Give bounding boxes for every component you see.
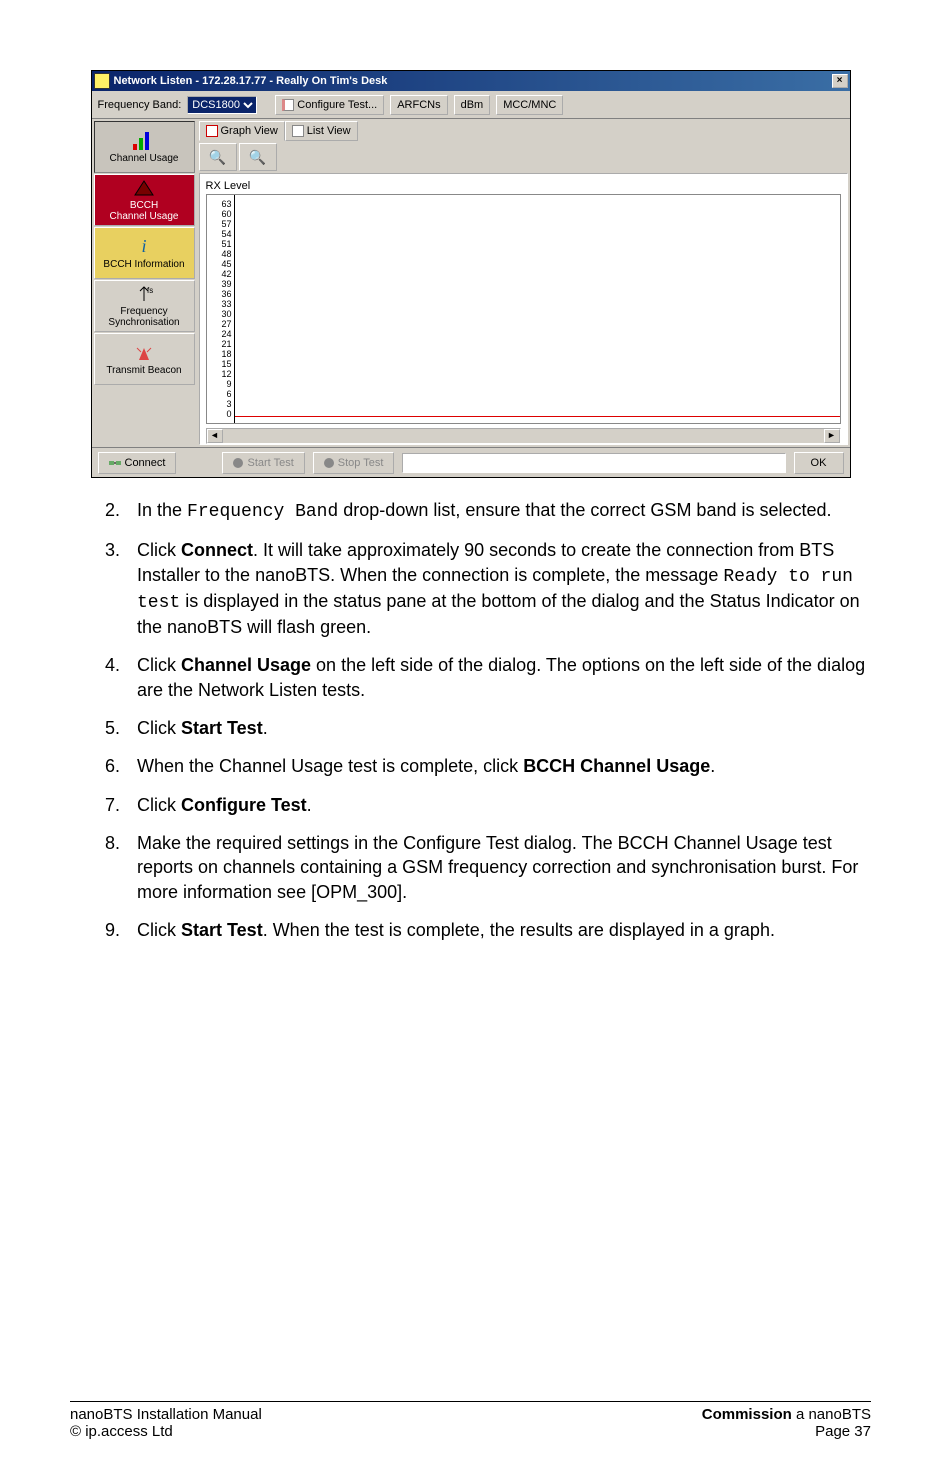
- toolbar: Frequency Band: DCS1800 Configure Test..…: [92, 91, 850, 119]
- graph-title: RX Level: [206, 180, 841, 192]
- zoom-in-button[interactable]: 🔍: [199, 143, 237, 171]
- bcch-usage-icon: [132, 178, 156, 198]
- y-tick: 18: [207, 349, 232, 359]
- scroll-right-icon[interactable]: ►: [824, 429, 840, 443]
- y-tick: 21: [207, 339, 232, 349]
- list-icon: [292, 125, 304, 137]
- graph-icon: [206, 125, 218, 137]
- baseline: [235, 416, 840, 417]
- y-tick: 63: [207, 199, 232, 209]
- step-7: Click Configure Test.: [125, 793, 871, 817]
- plot-area: [235, 195, 840, 423]
- scroll-left-icon[interactable]: ◄: [207, 429, 223, 443]
- footer-copyright: © ip.access Ltd: [70, 1423, 262, 1440]
- zoom-out-icon: 🔍: [249, 149, 266, 166]
- sidebar-item-bcch-channel-usage[interactable]: BCCH Channel Usage: [94, 174, 195, 226]
- y-tick: 60: [207, 209, 232, 219]
- status-pane: [402, 453, 785, 473]
- arfcns-button[interactable]: ARFCNs: [390, 95, 447, 115]
- y-tick: 57: [207, 219, 232, 229]
- app-icon: [94, 73, 110, 89]
- y-tick: 42: [207, 269, 232, 279]
- frequency-band-label: Frequency Band:: [98, 99, 182, 111]
- connect-button[interactable]: Connect: [98, 452, 177, 474]
- stop-dot-icon: [324, 458, 334, 468]
- sidebar-item-transmit-beacon[interactable]: Transmit Beacon: [94, 333, 195, 385]
- y-tick: 30: [207, 309, 232, 319]
- beacon-icon: [132, 343, 156, 363]
- network-listen-dialog: Network Listen - 172.28.17.77 - Really O…: [91, 70, 851, 478]
- y-tick: 9: [207, 379, 232, 389]
- mcc-mnc-button[interactable]: MCC/MNC: [496, 95, 563, 115]
- titlebar: Network Listen - 172.28.17.77 - Really O…: [92, 71, 850, 91]
- sidebar-item-channel-usage[interactable]: Channel Usage: [94, 121, 195, 173]
- footer-page-number: Page 37: [702, 1423, 871, 1440]
- step-8: Make the required settings in the Config…: [125, 831, 871, 904]
- y-tick: 51: [207, 239, 232, 249]
- start-dot-icon: [233, 458, 243, 468]
- step-2: In the Frequency Band drop-down list, en…: [125, 498, 871, 524]
- y-tick: 54: [207, 229, 232, 239]
- step-4: Click Channel Usage on the left side of …: [125, 653, 871, 702]
- y-tick: 12: [207, 369, 232, 379]
- step-6: When the Channel Usage test is complete,…: [125, 754, 871, 778]
- y-tick: 15: [207, 359, 232, 369]
- info-icon: i: [132, 237, 156, 257]
- tab-graph-view[interactable]: Graph View: [199, 121, 285, 141]
- footer-section: Commission a nanoBTS: [702, 1406, 871, 1423]
- step-5: Click Start Test.: [125, 716, 871, 740]
- y-tick: 33: [207, 299, 232, 309]
- zoom-out-button[interactable]: 🔍: [239, 143, 277, 171]
- channel-usage-icon: [132, 131, 156, 151]
- svg-text:fs: fs: [147, 286, 153, 295]
- start-test-button[interactable]: Start Test: [222, 452, 304, 474]
- close-icon[interactable]: ×: [832, 74, 848, 88]
- dbm-button[interactable]: dBm: [454, 95, 491, 115]
- y-tick: 24: [207, 329, 232, 339]
- zoom-in-icon: 🔍: [209, 149, 226, 166]
- side-panel: Channel Usage BCCH Channel Usage i BCCH …: [92, 119, 197, 447]
- y-tick: 6: [207, 389, 232, 399]
- frequency-band-select[interactable]: DCS1800: [187, 96, 257, 114]
- y-tick: 27: [207, 319, 232, 329]
- y-tick: 36: [207, 289, 232, 299]
- sidebar-item-frequency-sync[interactable]: fs Frequency Synchronisation: [94, 280, 195, 332]
- window-title: Network Listen - 172.28.17.77 - Really O…: [114, 75, 832, 87]
- main-panel: Graph View List View 🔍 🔍 R: [197, 119, 850, 447]
- y-axis: 6360575451484542393633302724211815129630: [207, 195, 235, 423]
- freq-sync-icon: fs: [132, 284, 156, 304]
- connect-icon: [109, 457, 121, 469]
- y-tick: 48: [207, 249, 232, 259]
- bottom-bar: Connect Start Test Stop Test OK: [92, 447, 850, 477]
- step-3: Click Connect. It will take approximatel…: [125, 538, 871, 639]
- tab-list-view[interactable]: List View: [285, 121, 358, 141]
- stop-test-button[interactable]: Stop Test: [313, 452, 395, 474]
- ok-button[interactable]: OK: [794, 452, 844, 474]
- sidebar-item-bcch-information[interactable]: i BCCH Information: [94, 227, 195, 279]
- configure-icon: [282, 99, 294, 111]
- graph-frame: RX Level 6360575451484542393633302724211…: [199, 173, 848, 445]
- graph-canvas: 6360575451484542393633302724211815129630: [206, 194, 841, 424]
- configure-test-button[interactable]: Configure Test...: [275, 95, 384, 115]
- page-footer: nanoBTS Installation Manual © ip.access …: [70, 1401, 871, 1440]
- footer-manual-title: nanoBTS Installation Manual: [70, 1406, 262, 1423]
- y-tick: 45: [207, 259, 232, 269]
- y-tick: 3: [207, 399, 232, 409]
- y-tick: 39: [207, 279, 232, 289]
- y-tick: 0: [207, 409, 232, 419]
- horizontal-scrollbar[interactable]: ◄ ►: [206, 428, 841, 444]
- step-9: Click Start Test. When the test is compl…: [125, 918, 871, 942]
- instruction-steps: In the Frequency Band drop-down list, en…: [70, 498, 871, 942]
